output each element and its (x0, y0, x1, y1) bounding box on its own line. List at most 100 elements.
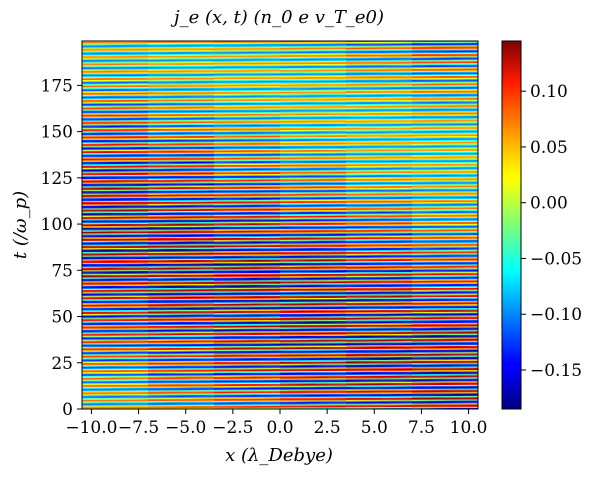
heatmap-cell (148, 346, 214, 349)
heatmap-cell (214, 181, 280, 183)
heatmap-cell (412, 110, 478, 112)
heatmap-cell (280, 155, 346, 157)
heatmap-cell (82, 406, 148, 409)
heatmap-cell (280, 365, 346, 367)
heatmap-cell (412, 38, 478, 39)
heatmap-cell (280, 346, 346, 349)
heatmap-cell (82, 316, 148, 318)
heatmap-cell (214, 234, 280, 236)
heatmap-cell (148, 166, 214, 168)
x-tick-label: 10.0 (450, 418, 488, 438)
heatmap-cell (148, 256, 214, 258)
heatmap-cell (82, 252, 148, 254)
heatmap-cell (82, 219, 148, 221)
heatmap-cell (148, 42, 214, 44)
heatmap-cell (280, 399, 346, 401)
x-axis: −10.0 −7.5 −5.0 −2.5 0.0 2.5 5.0 7.5 10.0 (65, 409, 488, 438)
heatmap-cell (82, 151, 148, 154)
heatmap-cell (280, 301, 346, 303)
heatmap-cell (82, 159, 148, 161)
heatmap-cell (82, 395, 148, 398)
heatmap-cell (346, 151, 412, 154)
heatmap-cell (412, 222, 478, 225)
heatmap-cell (148, 316, 214, 318)
heatmap-cell (346, 124, 412, 127)
heatmap-cell (148, 411, 214, 412)
y-tick-label: 75 (51, 261, 73, 281)
heatmap-cell (280, 64, 346, 67)
heatmap-cell (214, 294, 280, 296)
heatmap-cell (346, 177, 412, 179)
heatmap-cell (82, 339, 148, 341)
heatmap-cell (280, 113, 346, 116)
heatmap-cell (214, 159, 280, 161)
heatmap-cell (280, 170, 346, 172)
heatmap-cell (148, 128, 214, 130)
heatmap-cell (280, 226, 346, 228)
heatmap-cell (148, 343, 214, 345)
heatmap-cell (82, 403, 148, 405)
heatmap-cell (82, 188, 148, 191)
heatmap-cell (214, 410, 280, 411)
heatmap-cell (82, 290, 148, 292)
heatmap-cell (214, 37, 280, 38)
heatmap-cell (148, 196, 214, 198)
heatmap-cell (346, 245, 412, 247)
heatmap-cell (82, 37, 148, 38)
heatmap-cell (280, 350, 346, 352)
heatmap-cell (82, 128, 148, 130)
heatmap-cell (214, 72, 280, 74)
heatmap-cell (412, 117, 478, 119)
heatmap-cell (214, 121, 280, 123)
heatmap-cell (280, 376, 346, 378)
heatmap-cell (214, 110, 280, 112)
heatmap-cell (346, 256, 412, 258)
x-tick-label: 5.0 (361, 418, 388, 438)
heatmap-cell (346, 308, 412, 311)
colorbar-axis: −0.15 −0.10 −0.05 0.00 0.05 0.10 (521, 82, 582, 381)
heatmap-cell (148, 290, 214, 292)
heatmap-cell (82, 365, 148, 367)
heatmap-cell (148, 106, 214, 108)
x-tick-label: 0.0 (266, 418, 293, 438)
heatmap-cell (214, 412, 280, 413)
heatmap-cell (346, 42, 412, 44)
heatmap-cell (214, 38, 280, 39)
heatmap-cell (148, 297, 214, 300)
heatmap-cell (412, 173, 478, 176)
heatmap-cell (214, 248, 280, 251)
heatmap-cell (346, 290, 412, 292)
heatmap-cell (82, 271, 148, 274)
heatmap-cell (214, 124, 280, 127)
heatmap-cell (346, 406, 412, 409)
heatmap-cell (214, 99, 280, 101)
heatmap-cell (412, 312, 478, 314)
heatmap-cell (214, 346, 280, 349)
heatmap-cell (346, 50, 412, 52)
heatmap-cell (346, 87, 412, 90)
heatmap-cell (412, 128, 478, 130)
heatmap-cell (280, 230, 346, 232)
heatmap-cell (412, 50, 478, 52)
heatmap-cell (346, 339, 412, 341)
heatmap-cell (148, 305, 214, 307)
heatmap-cell (346, 354, 412, 356)
heatmap-cell (280, 117, 346, 119)
heatmap-cell (82, 256, 148, 258)
heatmap-cell (148, 354, 214, 356)
heatmap-cell (280, 237, 346, 240)
heatmap-cell (148, 39, 214, 40)
heatmap-cell (214, 312, 280, 314)
heatmap-cell (214, 132, 280, 134)
x-tick-label: −7.5 (118, 418, 159, 438)
heatmap-cell (412, 132, 478, 134)
heatmap-cell (346, 128, 412, 130)
heatmap-cell (412, 245, 478, 247)
heatmap-cell (412, 252, 478, 254)
heatmap-cell (346, 357, 412, 360)
heatmap-cell (280, 196, 346, 198)
heatmap-cell (346, 411, 412, 412)
heatmap-cell (280, 335, 346, 338)
heatmap-cell (148, 234, 214, 236)
heatmap-cell (82, 72, 148, 74)
